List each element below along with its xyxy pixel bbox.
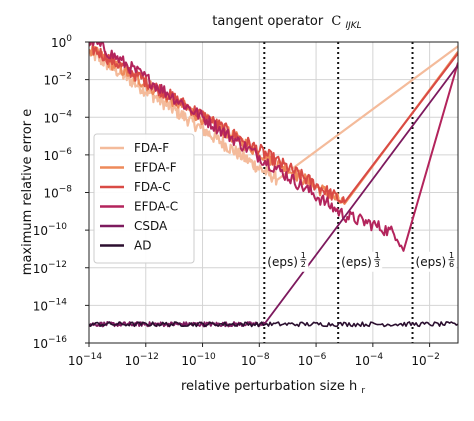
annotations: (eps) 12 (eps) 13 (eps) 16 <box>266 251 457 272</box>
x-tick-label: 10−10 <box>181 352 216 368</box>
series-line-ad <box>89 321 458 328</box>
x-axis: 10−14 10−12 10−10 10−8 10−6 10−4 10−2 <box>68 343 440 368</box>
x-tick-label: 10−14 <box>68 352 103 368</box>
legend: FDA-F EFDA-F FDA-C EFDA-C CSDA AD <box>93 133 195 264</box>
legend-label: EFDA-C <box>134 200 178 214</box>
eps-label: (eps) <box>416 255 447 269</box>
series-line-fda-c <box>89 42 458 204</box>
x-tick-label: 10−12 <box>125 352 159 368</box>
chart-title-subscript: IJKL <box>345 21 361 31</box>
y-axis: 100 10−2 10−4 10−6 10−8 10−10 10−12 10−14 10−16 <box>33 34 89 351</box>
y-tick-label: 10−10 <box>33 222 68 238</box>
eps-exponent-denominator: 3 <box>375 260 380 269</box>
eps-exponent-numerator: 1 <box>449 251 454 260</box>
legend-box <box>93 133 195 264</box>
y-tick-label: 10−14 <box>33 297 68 313</box>
chart-title-symbol: C <box>331 14 341 29</box>
x-tick-label: 10−2 <box>411 352 440 368</box>
y-axis-label: maximum relative error e <box>20 109 35 275</box>
legend-label: FDA-C <box>134 180 171 194</box>
x-tick-label: 10−8 <box>241 352 270 368</box>
eps-label-bg <box>414 251 457 272</box>
legend-label: AD <box>134 239 151 253</box>
chart-title-text: tangent operator <box>212 14 324 29</box>
chart-title: tangent operator C IJKL <box>212 14 361 31</box>
reference-lines <box>263 42 414 343</box>
eps-exponent-denominator: 6 <box>449 260 454 269</box>
eps-label-bg <box>340 251 383 272</box>
y-tick-label: 100 <box>51 34 72 50</box>
eps-label-bg <box>266 251 309 272</box>
y-tick-label: 10−12 <box>33 260 67 276</box>
eps-label: (eps) <box>267 255 298 269</box>
eps-exponent-numerator: 1 <box>375 251 380 260</box>
y-tick-label: 10−4 <box>43 109 72 125</box>
x-axis-label-subscript: r <box>361 386 365 396</box>
legend-label: EFDA-F <box>134 161 177 175</box>
x-tick-label: 10−6 <box>298 352 327 368</box>
y-tick-label: 10−8 <box>43 185 72 201</box>
y-tick-label: 10−16 <box>33 335 68 351</box>
y-tick-label: 10−2 <box>43 72 72 88</box>
legend-label: FDA-F <box>134 141 169 155</box>
eps-exponent-numerator: 1 <box>301 251 306 260</box>
y-tick-label: 10−6 <box>43 147 72 163</box>
series-line-efda-c <box>89 42 458 252</box>
x-axis-label: relative perturbation size h r <box>181 379 365 396</box>
x-tick-label: 10−4 <box>355 352 384 368</box>
eps-label: (eps) <box>341 255 372 269</box>
eps-exponent-denominator: 2 <box>301 260 306 269</box>
legend-label: CSDA <box>134 219 168 233</box>
x-axis-label-text: relative perturbation size h <box>181 379 357 394</box>
series-layer <box>89 42 458 328</box>
